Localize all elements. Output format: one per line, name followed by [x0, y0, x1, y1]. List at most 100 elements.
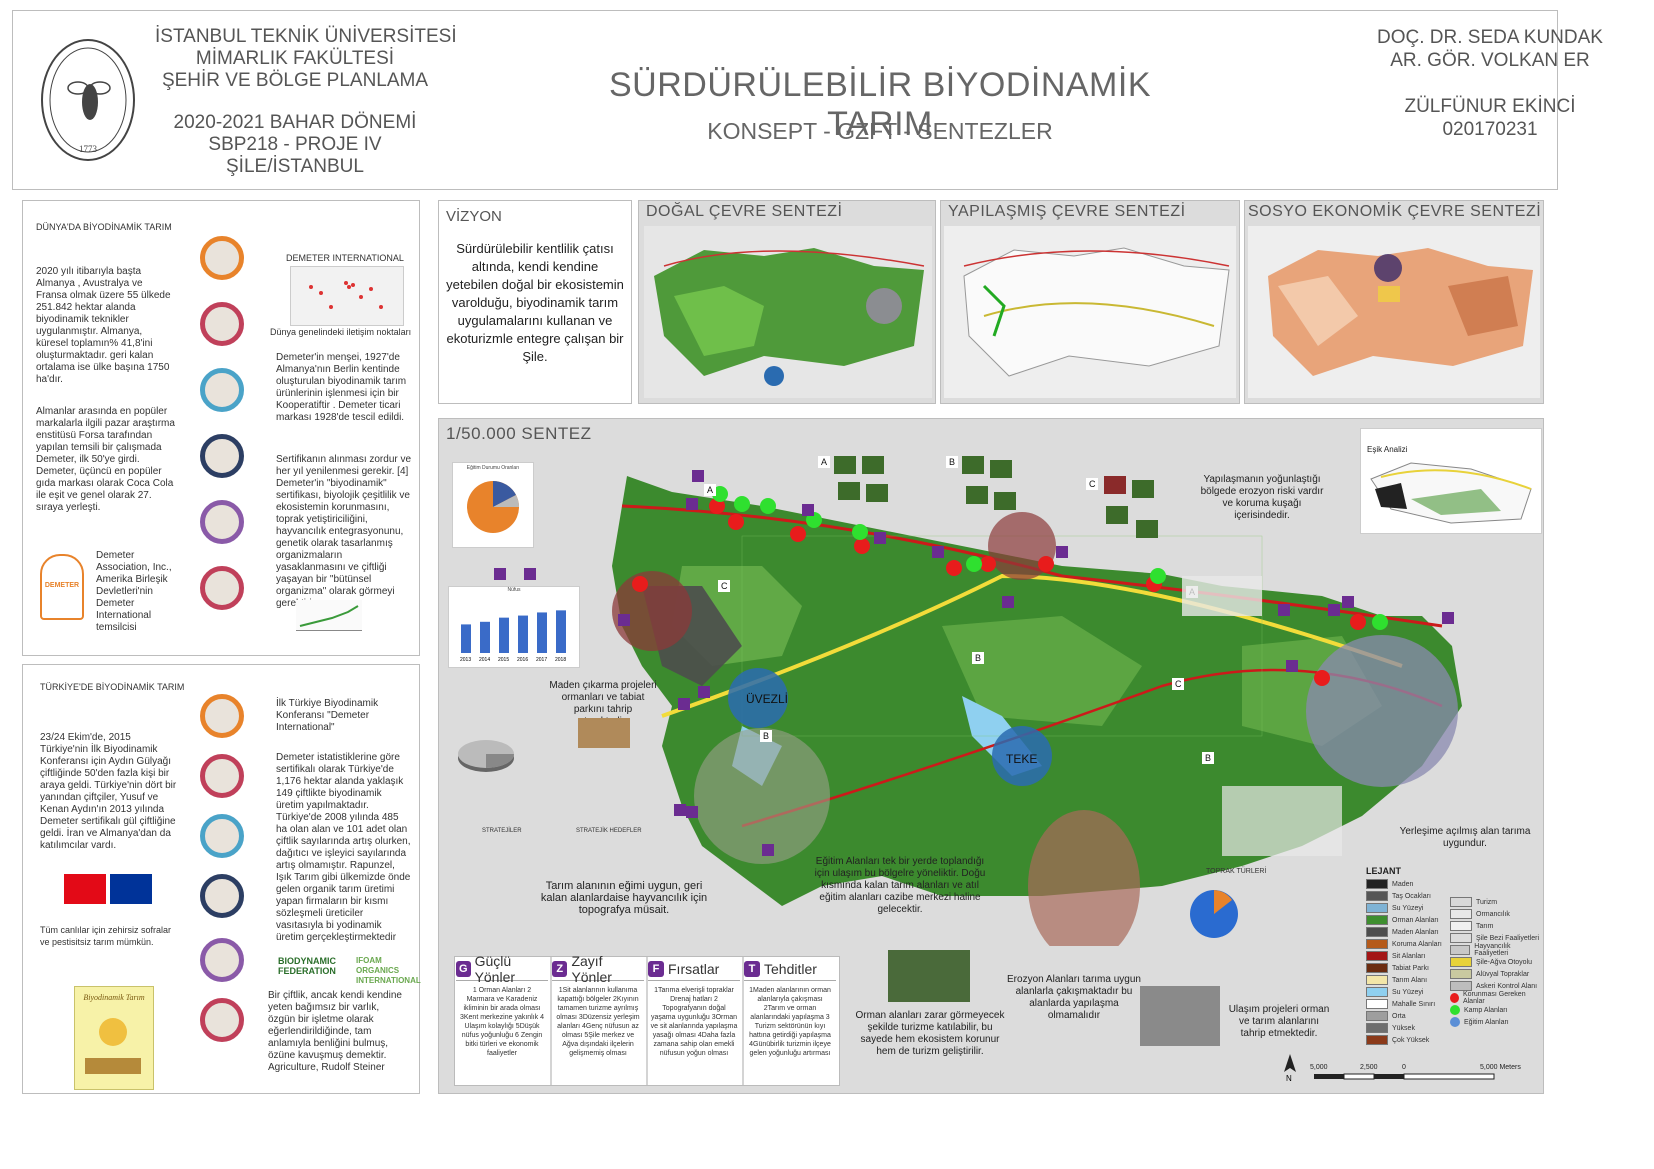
- turkey-flag: [64, 874, 106, 904]
- note-tarim: Tarım alanının eğimi uygun, geri kalan a…: [540, 880, 708, 916]
- legend-right-col: Turizm Ormancılık Tarım Şile Bezi Faaliyetl…: [1450, 896, 1540, 1028]
- timeline-node: [200, 302, 244, 346]
- timeline-node: [200, 566, 244, 610]
- guclu-title: Güçlü Yönler: [474, 953, 516, 985]
- nufus-bar-year: 2014: [479, 657, 490, 663]
- legend-label: Mahalle Sınırı: [1392, 1000, 1436, 1008]
- scale-label-3: 0: [1402, 1064, 1406, 1071]
- zayif-list: 1Sit alanlarının kullanıma kapattığı böl…: [556, 987, 640, 1057]
- legend-swatch: [1450, 921, 1472, 931]
- maden-photo: [578, 718, 630, 748]
- legend-item: Tabiat Parkı: [1366, 962, 1450, 974]
- legend-label: Ormancılık: [1476, 910, 1510, 918]
- nufus-bar: [518, 615, 528, 653]
- timeline-node: [200, 938, 244, 982]
- legend-swatch: [1450, 933, 1472, 943]
- sentez-title: 1/50.000 SENTEZ: [446, 424, 592, 443]
- turkey-title: TÜRKİYE'DE BİYODİNAMİK TARIM: [40, 682, 185, 692]
- gzft-firsat-header: F Fırsatlar: [648, 958, 740, 981]
- legend-label: Su Yüzeyi: [1392, 904, 1424, 912]
- nufus-bar-chart: 2013 2014 2015 2016 2017 2018: [460, 610, 566, 663]
- legend-swatch: [1366, 963, 1388, 973]
- gzft-guclu-header: G Güçlü Yönler: [456, 953, 548, 985]
- vizyon-panel: [438, 200, 632, 404]
- note-yerlesme: Yerleşime açılmış alan tarıma uygundur.: [1399, 826, 1531, 849]
- firsat-title: Fırsatlar: [668, 961, 720, 977]
- legend-title: LEJANT: [1366, 866, 1402, 876]
- dogal-title: DOĞAL ÇEVRE SENTEZİ: [646, 203, 843, 220]
- world-contact-map: [290, 266, 404, 326]
- timeline-node: [200, 694, 244, 738]
- legend-item: Taş Ocakları: [1366, 890, 1450, 902]
- legend-label: Kamp Alanları: [1464, 1006, 1508, 1014]
- note-erozyon: Erozyon Alanları tarıma uygun alanlarla …: [1007, 974, 1141, 1021]
- legend-swatch: [1366, 951, 1388, 961]
- toprak-pie: [1188, 888, 1240, 940]
- legend-swatch: [1366, 1011, 1388, 1021]
- legend-item: Eğitim Alanları: [1450, 1016, 1540, 1028]
- biodynamic-poster: Biyodinamik Tarım: [74, 986, 154, 1090]
- dogal-map: [644, 226, 932, 398]
- legend-item: Yüksek: [1366, 1022, 1450, 1034]
- note-orman: Orman alanları zarar görmeyecek şekilde …: [855, 1010, 1005, 1057]
- legend-item: Koruma Alanları: [1366, 938, 1450, 950]
- timeline-node: [200, 814, 244, 858]
- header-left-line: SBP218 - PROJE IV: [208, 134, 382, 155]
- legend-item: Tarım Alanı: [1366, 974, 1450, 986]
- legend-item: Korunması Gereken Alanlar: [1450, 991, 1540, 1005]
- egitim-3d-pie: [454, 730, 518, 778]
- zayif-title: Zayıf Yönler: [571, 953, 612, 985]
- timeline-node: [200, 500, 244, 544]
- world-map-caption: Dünya genelindeki iletişim noktaları: [270, 327, 412, 337]
- small-chart: [296, 600, 362, 631]
- esik-title: Eşik Analizi: [1367, 445, 1408, 454]
- legend-label: Tarım Alanı: [1392, 976, 1428, 984]
- legend-item: Maden: [1366, 878, 1450, 890]
- bar-chart-title: Nüfus: [507, 587, 521, 593]
- map-letter-c: C: [721, 581, 728, 591]
- turkey-timeline: [196, 690, 256, 1090]
- legend-item: Tarım: [1450, 920, 1540, 932]
- map-letter-a: A: [707, 485, 713, 495]
- stratejiler-label: STRATEJİLER: [482, 828, 522, 834]
- legend-item: Şile-Ağva Otoyolu: [1450, 956, 1540, 968]
- biodynamic-federation-logo: BIODYNAMIC FEDERATION: [278, 956, 342, 976]
- vizyon-text: Sürdürülebilir kentlilik çatısı altında,…: [446, 241, 624, 364]
- sosyo-title: SOSYO EKONOMİK ÇEVRE SENTEZİ: [1248, 203, 1542, 220]
- flags: [64, 874, 154, 906]
- legend-label: Eğitim Alanları: [1464, 1018, 1509, 1026]
- legend-label: Taş Ocakları: [1392, 892, 1431, 900]
- header-left-line: 2020-2021 BAHAR DÖNEMİ: [173, 112, 417, 133]
- legend-item: Çok Yüksek: [1366, 1034, 1450, 1046]
- note-ulasim: Ulaşım projeleri orman ve tarım alanları…: [1228, 1004, 1330, 1039]
- eu-flag: [110, 874, 152, 904]
- note-egitim: Eğitim Alanları tek bir yerde toplandığı…: [814, 856, 986, 915]
- legend-swatch: [1366, 1023, 1388, 1033]
- stratejik-hedefler-label: STRATEJİK HEDEFLER: [576, 828, 642, 834]
- map-letter-a: A: [821, 457, 827, 467]
- legend-swatch: [1366, 903, 1388, 913]
- map-letter-b: B: [975, 653, 981, 663]
- world-text-2: Demeter'in menşei, 1927'de Almanya'nın B…: [276, 352, 407, 423]
- legend-label: Hayvancılık Faaliyetleri: [1474, 943, 1511, 957]
- legend-label: Maden: [1392, 880, 1414, 888]
- gzft-table: [454, 956, 840, 1086]
- timeline-node: [200, 236, 244, 280]
- world-title: DÜNYA'DA BİYODİNAMİK TARIM: [36, 222, 172, 232]
- legend-swatch: [1366, 939, 1388, 949]
- firsat-list: 1Tarıma elverişli topraklar Drenaj hatla…: [650, 987, 738, 1057]
- legend-swatch: [1366, 1035, 1388, 1045]
- header-right-line: ZÜLFÜNUR EKİNCİ: [1404, 96, 1576, 117]
- demeter-label: DEMETER INTERNATIONAL: [286, 253, 404, 263]
- yapilasmis-title: YAPILAŞMIŞ ÇEVRE SENTEZİ: [948, 203, 1186, 220]
- legend-item: Su Yüzeyi: [1366, 902, 1450, 914]
- legend-label: Korunması Gereken Alanlar: [1462, 991, 1526, 1005]
- legend-item: Orman Alanları: [1366, 914, 1450, 926]
- header-right-line: DOÇ. DR. SEDA KUNDAK: [1377, 27, 1603, 48]
- legend-item: Askeri Kontrol Alanı: [1450, 980, 1540, 992]
- legend-item: Turizm: [1450, 896, 1540, 908]
- legend-item: Sit Alanları: [1366, 950, 1450, 962]
- map-letter-c: C: [1089, 479, 1096, 489]
- turkey-text-2: 23/24 Ekim'de, 2015 Türkiye'nin İlk Biyo…: [40, 732, 177, 851]
- legend-left-col: Maden Taş Ocakları Su Yüzeyi Orman Alanları…: [1366, 878, 1450, 1046]
